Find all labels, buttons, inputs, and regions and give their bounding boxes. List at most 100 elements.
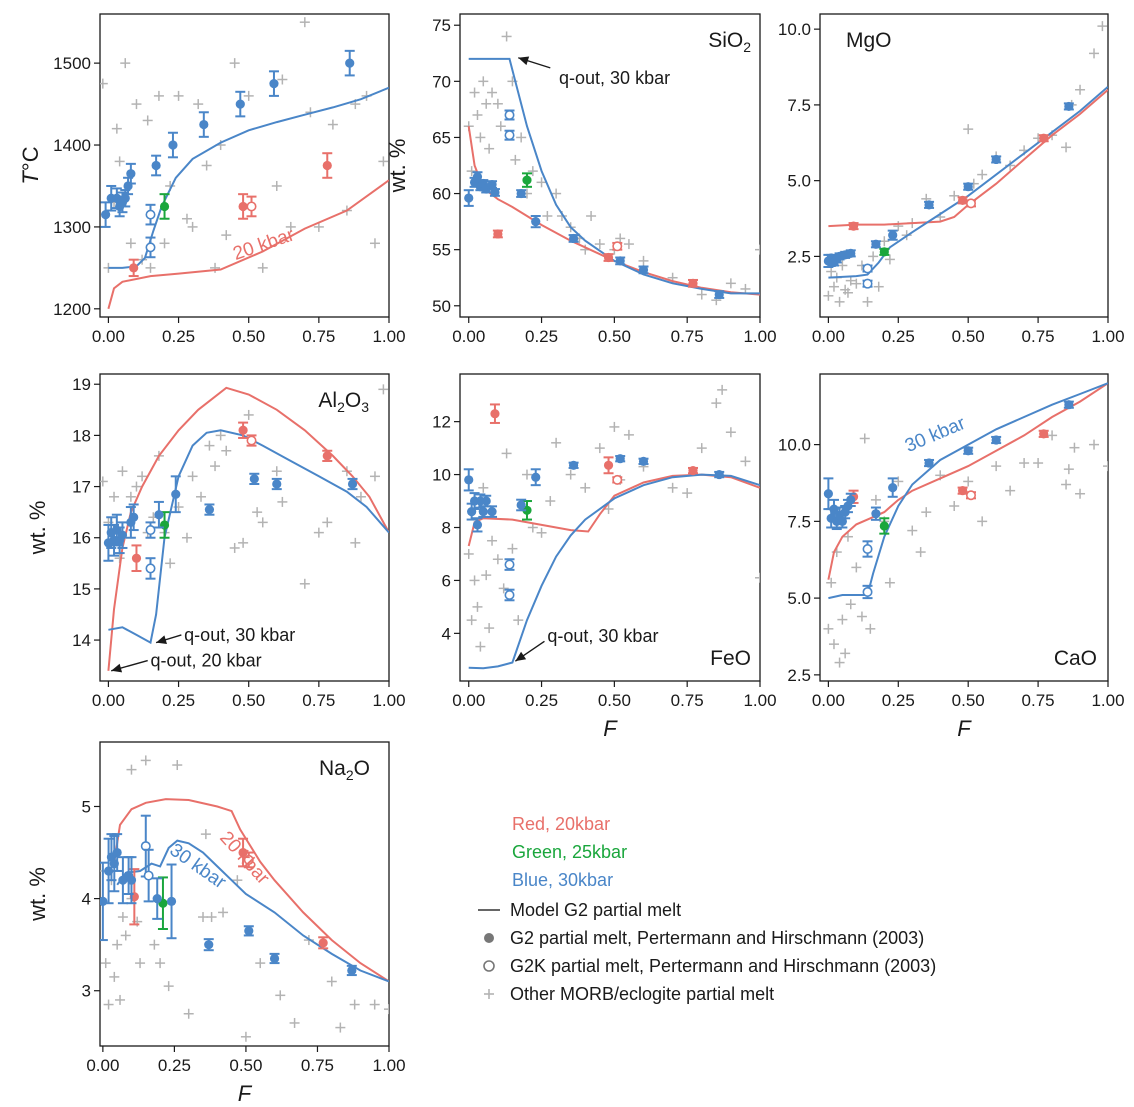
other-melt-point [187, 471, 198, 482]
other-melt-point [109, 491, 120, 502]
other-melt-point [275, 990, 286, 1001]
other-melt-point [114, 156, 125, 167]
other-melt-point [551, 188, 562, 199]
y-tick-label: 6 [442, 571, 451, 590]
x-axis-label: F [957, 716, 972, 741]
y-tick-label: 8 [442, 519, 451, 538]
other-melt-point [580, 482, 591, 493]
data-point-red-open [246, 434, 257, 447]
other-melt-point [859, 433, 870, 444]
other-melt-point [126, 764, 137, 775]
x-tick-label: 1.00 [743, 691, 776, 710]
x-tick-label: 0.25 [158, 1056, 191, 1075]
legend: Red, 20kbar Green, 25kbar Blue, 30kbar M… [478, 814, 936, 1004]
data-point-blue-filled [117, 856, 128, 905]
model-line-red [107, 386, 389, 671]
data-point-blue-open [504, 129, 515, 141]
panel-sio2: 0.00 0.25 0.50 0.75 1.00 50 55 60 65 70 75 wt. % SiO… [385, 13, 777, 346]
other-melt-point [131, 481, 142, 492]
data-point-blue-open [145, 236, 156, 259]
other-melt-point [510, 154, 521, 165]
other-melt-point [740, 456, 751, 467]
data-point-blue-filled [100, 201, 111, 228]
x-tick-label: 0.00 [812, 327, 845, 346]
data-point-blue-filled [823, 477, 834, 511]
y-tick-label: 50 [432, 297, 451, 316]
other-melt-point [542, 211, 553, 221]
other-melt-point [755, 244, 760, 255]
other-melt-point [378, 384, 389, 395]
other-melt-point [466, 166, 477, 177]
legend-filled-circle-icon [484, 933, 494, 943]
data-point-blue-open [504, 109, 515, 121]
other-melt-point [834, 657, 845, 668]
other-melt-point [229, 58, 240, 69]
other-melt-point [826, 266, 837, 277]
other-melt-point [609, 421, 620, 432]
other-melt-point [527, 166, 538, 177]
svg-text:q-out, 20 kbar: q-out, 20 kbar [151, 651, 262, 671]
other-melt-point [1069, 442, 1080, 453]
other-melt-point [257, 262, 268, 273]
other-melt-point [221, 445, 232, 456]
y-tick-label: 1200 [53, 300, 91, 319]
y-tick-label: 4 [82, 890, 91, 909]
x-tick-label: 0.75 [302, 327, 335, 346]
other-melt-point [183, 1008, 194, 1019]
panel-frame [819, 373, 1109, 682]
plot-area [823, 382, 1108, 668]
data-point-red-filled [848, 221, 859, 231]
other-melt-point [120, 930, 131, 941]
data-point-green-filled [159, 193, 170, 220]
other-melt-point [963, 476, 974, 487]
data-point-green-filled [157, 876, 168, 931]
other-melt-point [615, 233, 626, 244]
data-point-red-filled [688, 465, 699, 476]
other-melt-point [884, 254, 895, 265]
other-melt-point [218, 907, 229, 918]
data-point-blue-filled [870, 506, 881, 521]
other-melt-point [516, 132, 527, 143]
other-melt-point [823, 290, 834, 301]
other-melt-point [1061, 479, 1072, 490]
other-melt-point [112, 939, 123, 950]
data-point-blue-filled [463, 468, 474, 492]
y-tick-label: 3 [82, 982, 91, 1001]
model-line-blue [828, 382, 1108, 600]
other-melt-point [173, 90, 184, 101]
panel-frame [99, 741, 390, 1047]
legend-g2k-label: G2K partial melt, Pertermann and Hirschm… [510, 956, 936, 976]
x-tick-label: 0.75 [1022, 691, 1055, 710]
panel-frame [459, 13, 761, 318]
other-melt-point [507, 543, 518, 554]
data-point-blue-filled [151, 154, 162, 177]
other-melt-point [100, 476, 108, 487]
data-point-blue-filled [963, 446, 974, 456]
other-melt-point [155, 958, 166, 969]
other-melt-point [536, 527, 547, 538]
data-point-blue-open [862, 540, 873, 558]
data-point-blue-filled [204, 503, 215, 516]
other-melt-point [193, 99, 204, 110]
data-point-blue-open [145, 557, 156, 580]
x-tick-label: 0.50 [598, 327, 631, 346]
other-melt-point [551, 437, 562, 448]
data-point-red-filled [322, 449, 333, 462]
data-point-blue-filled [568, 233, 579, 244]
data-point-blue-filled [924, 458, 935, 468]
other-melt-point [163, 981, 174, 992]
x-tick-label: 1.00 [372, 1056, 405, 1075]
x-tick-label: 0.75 [302, 691, 335, 710]
x-tick-label: 0.25 [525, 327, 558, 346]
other-melt-point [501, 448, 512, 459]
other-melt-point [135, 958, 146, 969]
y-tick-label: 5.0 [787, 589, 811, 608]
legend-open-circle-icon [483, 960, 495, 972]
other-melt-point [638, 255, 649, 266]
y-axis-label: wt. % [385, 139, 410, 194]
panel-title: SiO2 [708, 29, 751, 55]
x-tick-label: 0.50 [952, 327, 985, 346]
model-line-blue [468, 57, 760, 295]
x-axis-label: F [603, 716, 618, 741]
